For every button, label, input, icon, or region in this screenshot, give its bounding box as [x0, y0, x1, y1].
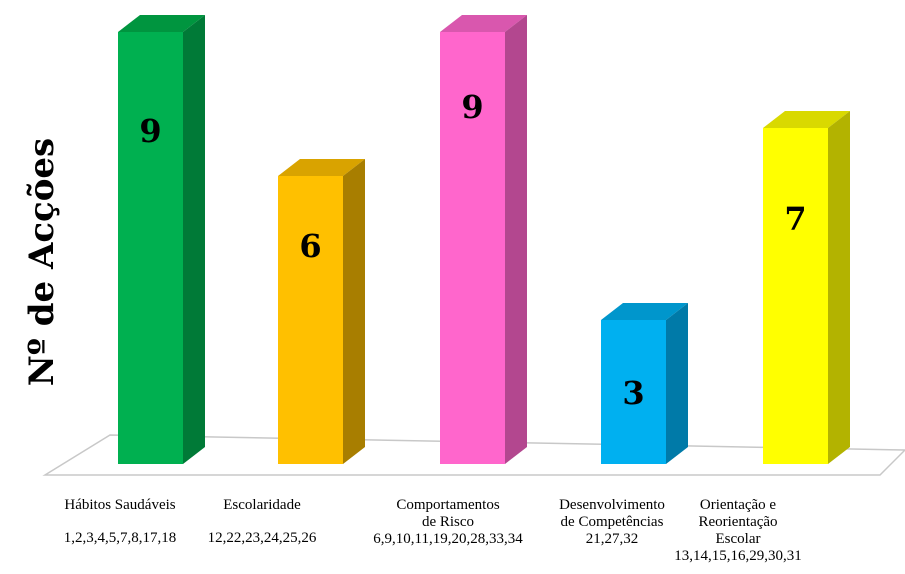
y-axis-label: Nº de Acções [22, 138, 62, 386]
bar-1 [118, 15, 205, 464]
bar-side-face [183, 15, 205, 464]
bar-top-face [763, 111, 850, 128]
bar-front-face [763, 128, 828, 464]
category-name-line: de Risco [422, 514, 474, 530]
bar-side-face [828, 111, 850, 464]
bar-3 [440, 15, 527, 464]
bar-top-face [278, 159, 365, 176]
category-actions: 6,9,10,11,19,20,28,33,34 [373, 531, 523, 547]
bar-value-label: 7 [784, 200, 806, 238]
bar-value-label: 9 [461, 88, 483, 126]
bar-value-label: 9 [139, 112, 161, 150]
category-name-line: Comportamentos [396, 497, 499, 513]
bar-5 [763, 111, 850, 464]
category-name-line: de Competências [561, 514, 664, 530]
category-name-line: Orientação e [700, 497, 777, 513]
category-label: Orientação e Reorientação Escolar 13,14,15,… [674, 497, 802, 564]
bar-top-face [118, 15, 205, 32]
bar-4 [601, 303, 688, 464]
category-actions: 21,27,32 [586, 531, 639, 547]
category-name-line: Reorientação [698, 514, 777, 530]
bar-front-face [601, 320, 666, 464]
bar-side-face [505, 15, 527, 464]
category-name-line: Escolar [716, 531, 761, 547]
category-label: Desenvolvimento de Competências 21,27,32 [559, 497, 665, 547]
category-label: Comportamentos de Risco 6,9,10,11,19,20,28… [373, 497, 523, 547]
value-labels-group: 9 6 9 3 7 [139, 88, 806, 412]
bar-front-face [440, 32, 505, 464]
bar-top-face [440, 15, 527, 32]
bar-2 [278, 159, 365, 464]
category-actions: 1,2,3,4,5,7,8,17,18 [64, 530, 177, 546]
bar-front-face [118, 32, 183, 464]
category-name-line: Desenvolvimento [559, 497, 665, 513]
category-actions: 12,22,23,24,25,26 [208, 530, 317, 546]
category-actions: 13,14,15,16,29,30,31 [674, 548, 802, 564]
bar-value-label: 6 [299, 227, 321, 265]
category-labels-group: Hábitos Saudáveis 1,2,3,4,5,7,8,17,18 Esco… [64, 497, 802, 564]
bar-top-face [601, 303, 688, 320]
bar-side-face [343, 159, 365, 464]
category-name-line: Escolaridade [223, 497, 301, 513]
category-name-line: Hábitos Saudáveis [64, 497, 175, 513]
bar-front-face [278, 176, 343, 464]
category-label: Hábitos Saudáveis 1,2,3,4,5,7,8,17,18 [64, 497, 177, 546]
chart-floor [42, 434, 905, 476]
category-label: Escolaridade 12,22,23,24,25,26 [208, 497, 317, 546]
bar-side-face [666, 303, 688, 464]
bars-group [118, 15, 850, 464]
bar-value-label: 3 [622, 374, 644, 412]
floor [42, 434, 905, 476]
